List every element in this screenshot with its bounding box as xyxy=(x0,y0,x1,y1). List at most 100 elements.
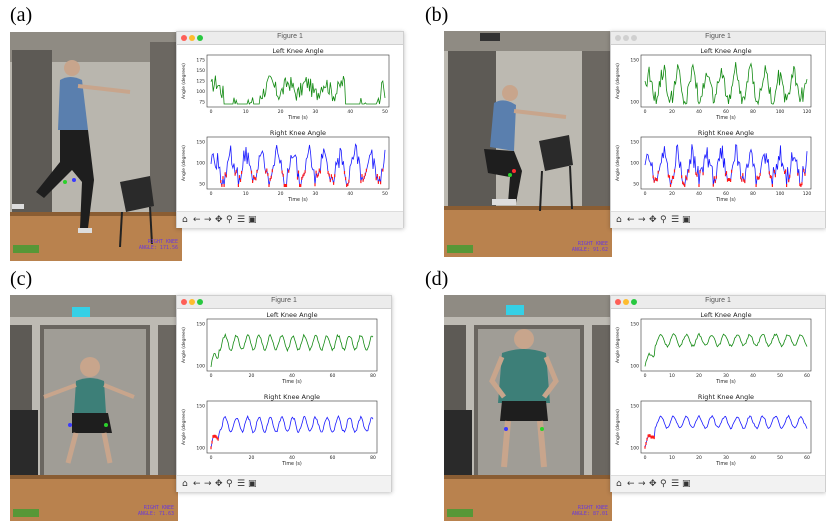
y-tick-label: 100 xyxy=(196,446,205,452)
back-icon[interactable]: ← xyxy=(193,478,201,490)
right-ylabel: Angle (degrees) xyxy=(181,409,187,445)
y-tick-label: 75 xyxy=(199,100,205,106)
save-icon[interactable]: ▣ xyxy=(248,214,257,226)
left-chart-title: Left Knee Angle xyxy=(272,47,323,55)
left-xlabel: Time (s) xyxy=(287,115,308,121)
x-tick-label: 0 xyxy=(644,109,647,115)
zoom-icon[interactable]: ⚲ xyxy=(660,478,667,490)
left-knee-chart: Left Knee Angle Angle (degrees) 150 100 0 10 2… xyxy=(615,311,811,385)
configure-icon[interactable]: ☰ xyxy=(237,214,245,226)
panel-label-d: (d) xyxy=(425,268,448,291)
right-knee-chart: Right Knee AngleAngle (degrees)1501000 10… xyxy=(615,393,811,467)
left-axes-frame xyxy=(207,319,377,371)
y-tick-label: 150 xyxy=(630,404,639,410)
overlay-left-badge-d xyxy=(447,509,473,517)
x-tick-label: 40 xyxy=(750,455,756,461)
x-tick-label: 60 xyxy=(804,455,810,461)
right-xlabel: Time (s) xyxy=(287,197,308,203)
pan-icon[interactable]: ✥ xyxy=(215,478,223,490)
x-tick-label: 60 xyxy=(723,109,729,115)
right-knee-chart: Right Knee AngleAngle (degrees)150100500… xyxy=(615,129,811,203)
y-tick-label: 150 xyxy=(196,404,205,410)
x-tick-label: 80 xyxy=(750,109,756,115)
overlay-right-knee-b: RIGHT KNEE ANGLE: 91.62 xyxy=(572,241,608,253)
left-xlabel: Time (s) xyxy=(715,379,736,385)
left-chart-title: Left Knee Angle xyxy=(700,47,751,55)
y-tick-label: 100 xyxy=(196,89,205,95)
x-tick-label: 80 xyxy=(750,191,756,197)
overlay-right-knee-d: RIGHT KNEE ANGLE: 87.01 xyxy=(572,505,608,517)
right-knee-chart: Right Knee AngleAngle (degrees)150100500… xyxy=(181,129,389,203)
right-xlabel: Time (s) xyxy=(281,461,302,467)
left-knee-chart: Left Knee Angle Angle (degrees) 175 150 125 1… xyxy=(181,47,389,121)
x-tick-label: 60 xyxy=(804,373,810,379)
zoom-icon[interactable]: ⚲ xyxy=(226,478,233,490)
x-tick-label: 0 xyxy=(210,373,213,379)
y-tick-label: 100 xyxy=(630,100,639,106)
y-tick-label: 125 xyxy=(196,79,205,85)
zoom-icon[interactable]: ⚲ xyxy=(660,214,667,226)
x-tick-label: 100 xyxy=(776,191,785,197)
left-xlabel: Time (s) xyxy=(715,115,736,121)
x-tick-label: 0 xyxy=(644,191,647,197)
pan-icon[interactable]: ✥ xyxy=(649,214,657,226)
x-tick-label: 10 xyxy=(669,373,675,379)
x-tick-label: 60 xyxy=(330,373,336,379)
y-tick-label: 100 xyxy=(630,161,639,167)
left-ylabel: Angle (degrees) xyxy=(181,327,187,363)
x-tick-label: 40 xyxy=(289,455,295,461)
y-tick-label: 100 xyxy=(630,364,639,370)
x-tick-label: 50 xyxy=(777,455,783,461)
home-icon[interactable]: ⌂ xyxy=(182,478,188,490)
save-icon[interactable]: ▣ xyxy=(248,478,257,490)
pan-icon[interactable]: ✥ xyxy=(649,478,657,490)
right-xlabel: Time (s) xyxy=(715,461,736,467)
zoom-icon[interactable]: ⚲ xyxy=(226,214,233,226)
right-chart-title: Right Knee Angle xyxy=(698,393,754,401)
x-tick-label: 40 xyxy=(750,373,756,379)
forward-icon[interactable]: → xyxy=(638,214,646,226)
right-axes-frame xyxy=(207,401,377,453)
back-icon[interactable]: ← xyxy=(627,214,635,226)
forward-icon[interactable]: → xyxy=(204,478,212,490)
overlay-left-badge-b xyxy=(447,245,473,253)
titlebar-d: Figure 1 xyxy=(611,296,825,309)
x-tick-label: 0 xyxy=(210,455,213,461)
toolbar-d: ⌂ ← → ✥ ⚲ ☰ ▣ xyxy=(611,475,825,492)
configure-icon[interactable]: ☰ xyxy=(671,478,679,490)
x-tick-label: 40 xyxy=(289,373,295,379)
save-icon[interactable]: ▣ xyxy=(682,478,691,490)
pan-icon[interactable]: ✥ xyxy=(215,214,223,226)
forward-icon[interactable]: → xyxy=(638,478,646,490)
x-tick-label: 60 xyxy=(330,455,336,461)
home-icon[interactable]: ⌂ xyxy=(616,214,622,226)
save-icon[interactable]: ▣ xyxy=(682,214,691,226)
y-tick-label: 50 xyxy=(199,182,205,188)
right-axes-frame xyxy=(641,137,811,189)
forward-icon[interactable]: → xyxy=(204,214,212,226)
back-icon[interactable]: ← xyxy=(193,214,201,226)
home-icon[interactable]: ⌂ xyxy=(182,214,188,226)
x-tick-label: 30 xyxy=(723,373,729,379)
x-tick-label: 40 xyxy=(347,109,353,115)
x-tick-label: 20 xyxy=(696,373,702,379)
x-tick-label: 10 xyxy=(669,455,675,461)
y-tick-label: 150 xyxy=(630,58,639,64)
x-tick-label: 40 xyxy=(347,191,353,197)
x-tick-label: 20 xyxy=(669,109,675,115)
x-tick-label: 80 xyxy=(370,455,376,461)
right-ylabel: Angle (degrees) xyxy=(615,409,621,445)
titlebar-a: Figure 1 xyxy=(177,32,403,45)
window-title: Figure 1 xyxy=(611,33,825,40)
right-knee-chart: Right Knee Angle Angle (degrees) 150 100 0 20… xyxy=(181,393,377,467)
left-xlabel: Time (s) xyxy=(281,379,302,385)
right-chart-title: Right Knee Angle xyxy=(264,393,320,401)
left-knee-chart: Left Knee AngleAngle (degrees)1501000 20 4… xyxy=(615,47,811,121)
overlay-left-badge-c xyxy=(13,509,39,517)
home-icon[interactable]: ⌂ xyxy=(616,478,622,490)
back-icon[interactable]: ← xyxy=(627,478,635,490)
configure-icon[interactable]: ☰ xyxy=(671,214,679,226)
configure-icon[interactable]: ☰ xyxy=(237,478,245,490)
toolbar-c: ⌂ ← → ✥ ⚲ ☰ ▣ xyxy=(177,475,391,492)
left-axes-frame xyxy=(641,55,811,107)
